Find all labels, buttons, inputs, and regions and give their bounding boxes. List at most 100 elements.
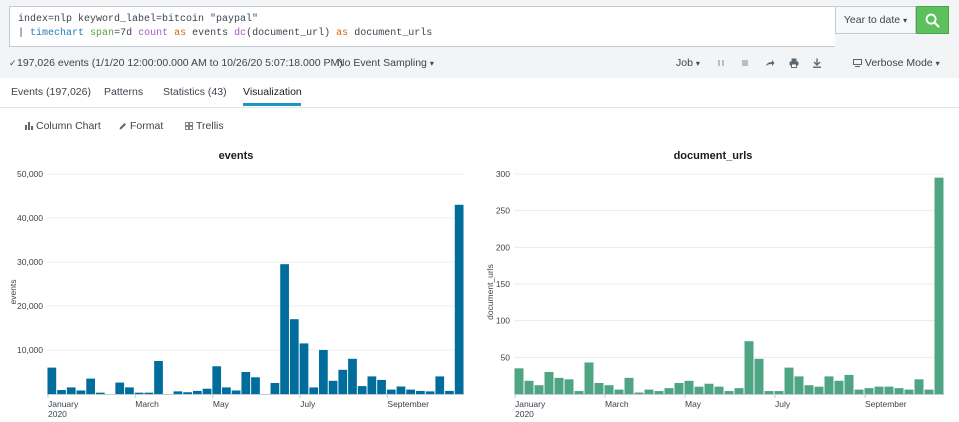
events-bar[interactable]	[183, 392, 192, 394]
tab-statistics[interactable]: Statistics (43)	[163, 86, 227, 98]
document-urls-bar[interactable]	[624, 377, 634, 394]
document-urls-bar[interactable]	[634, 392, 644, 394]
job-menu[interactable]: Job ▾	[676, 57, 700, 69]
document-urls-bar[interactable]	[544, 372, 554, 394]
document-urls-bar[interactable]	[514, 368, 524, 394]
document-urls-bar[interactable]	[574, 391, 584, 394]
events-bar[interactable]	[115, 382, 125, 394]
events-bar[interactable]	[173, 391, 183, 394]
events-bar[interactable]	[338, 369, 348, 394]
pause-icon[interactable]	[716, 58, 726, 68]
format-button[interactable]: Format	[119, 120, 163, 132]
document-urls-bar[interactable]	[664, 388, 674, 394]
events-bar[interactable]	[377, 379, 386, 394]
events-bar[interactable]	[241, 372, 251, 394]
document-urls-bar[interactable]	[884, 386, 894, 394]
document-urls-bar[interactable]	[754, 358, 764, 394]
document-urls-bar[interactable]	[724, 391, 734, 394]
document-urls-bar[interactable]	[614, 389, 624, 394]
event-sampling-dropdown[interactable]: No Event Sampling ▾	[337, 57, 434, 69]
document-urls-bar[interactable]	[604, 385, 614, 394]
events-bar[interactable]	[309, 387, 319, 394]
document-urls-bar[interactable]	[564, 379, 574, 394]
document-urls-bar[interactable]	[794, 376, 804, 394]
document-urls-bar[interactable]	[774, 391, 784, 394]
document-urls-bar[interactable]	[924, 389, 934, 394]
document-urls-bar[interactable]	[874, 386, 884, 394]
document-urls-bar[interactable]	[554, 377, 564, 394]
document-urls-bar[interactable]	[904, 389, 914, 394]
share-icon[interactable]	[765, 58, 775, 68]
events-bar[interactable]	[231, 390, 241, 394]
events-bar[interactable]	[454, 204, 464, 394]
trellis-button[interactable]: Trellis	[185, 120, 224, 132]
events-bar[interactable]	[280, 264, 289, 394]
events-bar[interactable]	[154, 361, 163, 394]
events-bar[interactable]	[328, 380, 338, 394]
events-bar[interactable]	[134, 392, 144, 394]
events-bar[interactable]	[386, 389, 396, 394]
stop-icon[interactable]	[740, 58, 750, 68]
document-urls-bar[interactable]	[814, 386, 824, 394]
document-urls-bar[interactable]	[914, 379, 924, 394]
chart-type-button[interactable]: Column Chart	[25, 120, 101, 132]
events-bar[interactable]	[212, 366, 222, 394]
print-icon[interactable]	[789, 58, 799, 68]
document-urls-bar[interactable]	[524, 380, 534, 394]
events-bar[interactable]	[47, 367, 57, 394]
events-bar[interactable]	[66, 387, 76, 394]
document-urls-bar[interactable]	[784, 367, 794, 394]
document-urls-bar[interactable]	[854, 389, 864, 394]
events-bar[interactable]	[319, 350, 328, 394]
document-urls-bar[interactable]	[744, 341, 754, 394]
events-bar[interactable]	[222, 387, 231, 394]
document-urls-bar[interactable]	[714, 386, 724, 394]
document-urls-bar[interactable]	[804, 385, 814, 394]
document-urls-bar[interactable]	[644, 389, 654, 394]
events-bar[interactable]	[435, 376, 445, 394]
document-urls-bar[interactable]	[934, 177, 944, 394]
document-urls-bar[interactable]	[734, 388, 744, 394]
document-urls-bar[interactable]	[844, 374, 854, 394]
document-urls-bar[interactable]	[834, 380, 844, 394]
events-bar[interactable]	[86, 378, 96, 394]
events-bar[interactable]	[445, 390, 454, 394]
document-urls-bar[interactable]	[824, 376, 834, 394]
events-bar[interactable]	[348, 358, 357, 394]
document-urls-bar[interactable]	[694, 386, 704, 394]
events-bar[interactable]	[57, 390, 66, 394]
events-bar[interactable]	[144, 392, 154, 394]
time-range-picker[interactable]: Year to date ▾	[835, 6, 916, 34]
tab-patterns[interactable]: Patterns	[104, 86, 144, 98]
events-bar[interactable]	[125, 387, 134, 394]
document-urls-bar[interactable]	[764, 391, 774, 394]
events-bar[interactable]	[192, 390, 202, 394]
events-bar[interactable]	[406, 389, 416, 394]
events-bar[interactable]	[202, 388, 212, 394]
events-bar[interactable]	[289, 319, 299, 394]
document-urls-bar[interactable]	[584, 362, 594, 394]
document-urls-bar[interactable]	[534, 385, 544, 394]
document-urls-bar[interactable]	[684, 380, 694, 394]
export-icon[interactable]	[812, 58, 822, 68]
events-bar[interactable]	[357, 386, 367, 394]
events-bar[interactable]	[415, 390, 425, 394]
events-bar[interactable]	[396, 386, 406, 394]
document-urls-bar[interactable]	[704, 383, 714, 394]
events-bar[interactable]	[299, 343, 309, 394]
search-query-input[interactable]: index=nlp keyword_label=bitcoin "paypal"…	[9, 6, 835, 47]
document-urls-bar[interactable]	[674, 383, 684, 394]
events-bar[interactable]	[270, 383, 280, 394]
tab-visualization[interactable]: Visualization	[243, 86, 302, 98]
search-button[interactable]	[916, 6, 949, 34]
document-urls-bar[interactable]	[654, 391, 664, 394]
document-urls-bar[interactable]	[594, 383, 604, 394]
tab-events[interactable]: Events (197,026)	[11, 86, 91, 98]
events-bar[interactable]	[425, 391, 435, 394]
events-bar[interactable]	[367, 376, 377, 394]
events-bar[interactable]	[95, 392, 105, 394]
search-mode-dropdown[interactable]: Verbose Mode ▾	[853, 57, 940, 69]
events-bar[interactable]	[251, 377, 260, 394]
document-urls-bar[interactable]	[864, 388, 874, 394]
events-bar[interactable]	[76, 390, 86, 394]
